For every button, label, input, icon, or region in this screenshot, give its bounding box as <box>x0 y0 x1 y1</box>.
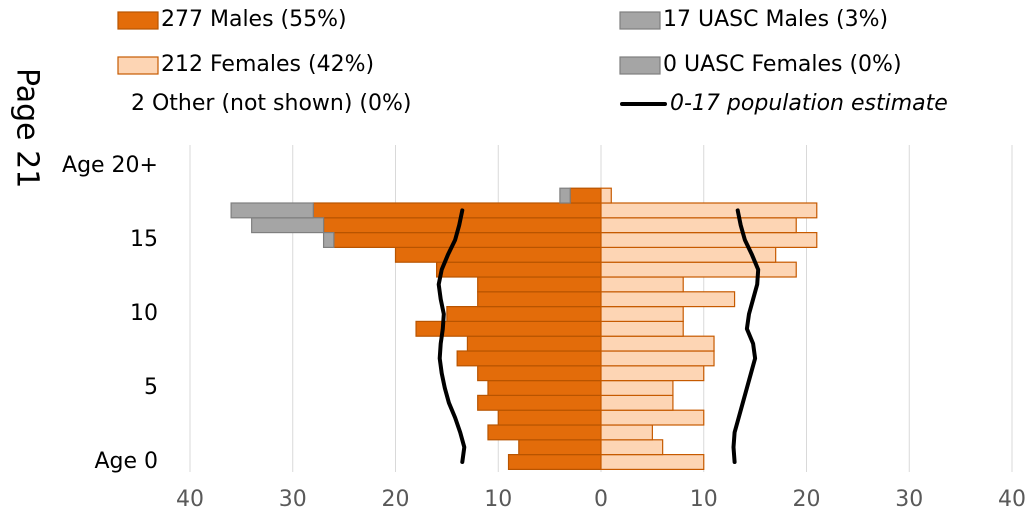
bar <box>600 202 818 219</box>
bar <box>322 232 335 249</box>
legend-label: 2 Other (not shown) (0%) <box>131 91 412 116</box>
bar <box>600 380 674 397</box>
bar <box>230 202 314 219</box>
x-tick-label: 10 <box>484 487 512 512</box>
bar <box>456 350 602 367</box>
bar <box>600 232 818 249</box>
bar <box>497 409 602 426</box>
x-tick-label: 20 <box>382 487 410 512</box>
x-tick-label: 20 <box>793 487 821 512</box>
bar <box>600 320 684 337</box>
page-label: Page 21 <box>10 68 45 188</box>
bar <box>477 291 602 308</box>
estimate-line <box>731 208 761 464</box>
y-tick-label: 5 <box>144 375 158 400</box>
y-tick-label: Age 20+ <box>62 153 158 178</box>
bar <box>436 261 602 278</box>
bar <box>312 202 602 219</box>
legend-swatch <box>619 56 661 75</box>
legend-swatch <box>619 11 661 30</box>
bar <box>600 276 684 293</box>
bar <box>600 335 715 352</box>
bar <box>507 454 602 471</box>
bar <box>466 335 602 352</box>
bar <box>600 217 797 234</box>
bar <box>477 276 602 293</box>
legend-swatch <box>117 56 159 75</box>
bar <box>600 350 715 367</box>
bar <box>477 365 602 382</box>
x-tick-label: 0 <box>594 487 608 512</box>
y-tick-label: 10 <box>130 301 158 326</box>
bar <box>487 380 602 397</box>
bar <box>600 409 705 426</box>
x-tick-label: 30 <box>895 487 923 512</box>
legend-label: 17 UASC Males (3%) <box>663 7 888 32</box>
legend-label: 0 UASC Females (0%) <box>663 52 902 77</box>
estimate-line <box>436 208 467 464</box>
x-tick-label: 30 <box>279 487 307 512</box>
bar <box>600 454 705 471</box>
x-tick-label: 10 <box>690 487 718 512</box>
bar <box>600 365 705 382</box>
bar <box>446 306 602 323</box>
bar <box>477 394 602 411</box>
bar <box>251 217 325 234</box>
legend-label: 212 Females (42%) <box>161 52 374 77</box>
legend-label: 0-17 population estimate <box>670 91 948 116</box>
bar <box>600 187 612 204</box>
x-tick-label: 40 <box>998 487 1026 512</box>
bar <box>600 306 684 323</box>
legend-label: 277 Males (55%) <box>161 7 347 32</box>
legend-swatch <box>117 11 159 30</box>
bar <box>333 232 602 249</box>
bar <box>394 246 602 263</box>
bar <box>559 187 571 204</box>
bar <box>487 424 602 441</box>
bar <box>600 439 664 456</box>
bar <box>518 439 602 456</box>
bar <box>600 261 797 278</box>
y-tick-label: 15 <box>130 227 158 252</box>
x-tick-label: 40 <box>176 487 204 512</box>
bar <box>600 394 674 411</box>
bar <box>569 187 602 204</box>
y-tick-label: Age 0 <box>94 449 158 474</box>
bar <box>600 424 653 441</box>
bar <box>600 291 736 308</box>
